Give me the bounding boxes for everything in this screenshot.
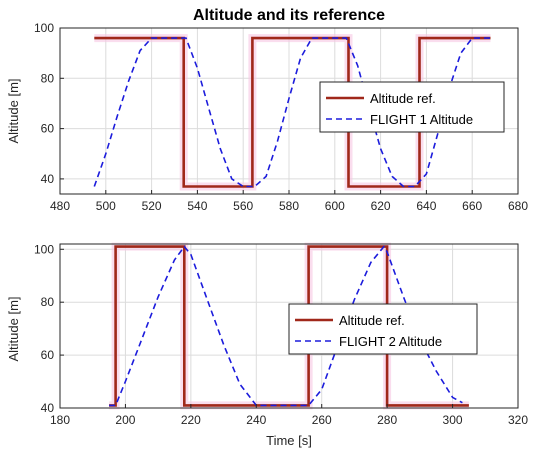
axes-box bbox=[59, 243, 519, 409]
x-tick-label: 240 bbox=[246, 413, 266, 427]
y-tick-label: 40 bbox=[41, 172, 55, 186]
x-tick-label: 220 bbox=[181, 413, 201, 427]
legend-box bbox=[319, 81, 505, 133]
x-tick-label: 500 bbox=[96, 199, 116, 213]
y-tick-label: 60 bbox=[41, 122, 55, 136]
top-ylabel: Altitude [m] bbox=[6, 78, 21, 143]
bottom-plot: 180 200 220 240 260 280 300 320 40 60 80 100 Altitud… bbox=[34, 242, 528, 427]
legend-box bbox=[288, 303, 478, 355]
x-tick-label: 680 bbox=[508, 199, 528, 213]
bottom-ylabel: Altitude [m] bbox=[6, 296, 21, 361]
x-tick-label: 180 bbox=[50, 413, 70, 427]
x-tick-label: 260 bbox=[312, 413, 332, 427]
x-tick-label: 300 bbox=[443, 413, 463, 427]
y-tick-label: 40 bbox=[41, 401, 55, 415]
x-tick-label: 600 bbox=[325, 199, 345, 213]
bottom-xlabel: Time [s] bbox=[266, 433, 312, 448]
legend-label-flight-altitude: FLIGHT 1 Altitude bbox=[370, 112, 473, 127]
x-tick-label: 540 bbox=[187, 199, 207, 213]
legend: Altitude ref. FLIGHT 1 Altitude bbox=[319, 81, 505, 133]
x-tick-label: 660 bbox=[462, 199, 482, 213]
y-tick-label: 80 bbox=[41, 71, 55, 85]
legend: Altitude ref. FLIGHT 2 Altitude bbox=[288, 303, 478, 355]
legend-label-flight-altitude: FLIGHT 2 Altitude bbox=[339, 334, 442, 349]
chart-title-top: Altitude and its reference bbox=[193, 7, 385, 24]
x-tick-label: 620 bbox=[371, 199, 391, 213]
x-tick-label: 580 bbox=[279, 199, 299, 213]
x-tick-label: 200 bbox=[115, 413, 135, 427]
legend-label-altitude-ref: Altitude ref. bbox=[370, 91, 436, 106]
y-tick-label: 80 bbox=[41, 295, 55, 309]
series-flight-altitude-line bbox=[93, 37, 491, 188]
x-tick-label: 520 bbox=[142, 199, 162, 213]
series-flight-altitude-line bbox=[109, 245, 463, 407]
y-tick-label: 100 bbox=[34, 21, 54, 35]
x-tick-label: 280 bbox=[377, 413, 397, 427]
x-tick-label: 560 bbox=[233, 199, 253, 213]
x-tick-label: 640 bbox=[416, 199, 436, 213]
x-tick-label: 480 bbox=[50, 199, 70, 213]
y-tick-label: 100 bbox=[34, 242, 54, 256]
legend-label-altitude-ref: Altitude ref. bbox=[339, 313, 405, 328]
top-plot: 480 500 520 540 560 580 600 620 640 660 680 40 60 80 1… bbox=[34, 21, 528, 213]
y-tick-label: 60 bbox=[41, 348, 55, 362]
x-tick-label: 320 bbox=[508, 413, 528, 427]
